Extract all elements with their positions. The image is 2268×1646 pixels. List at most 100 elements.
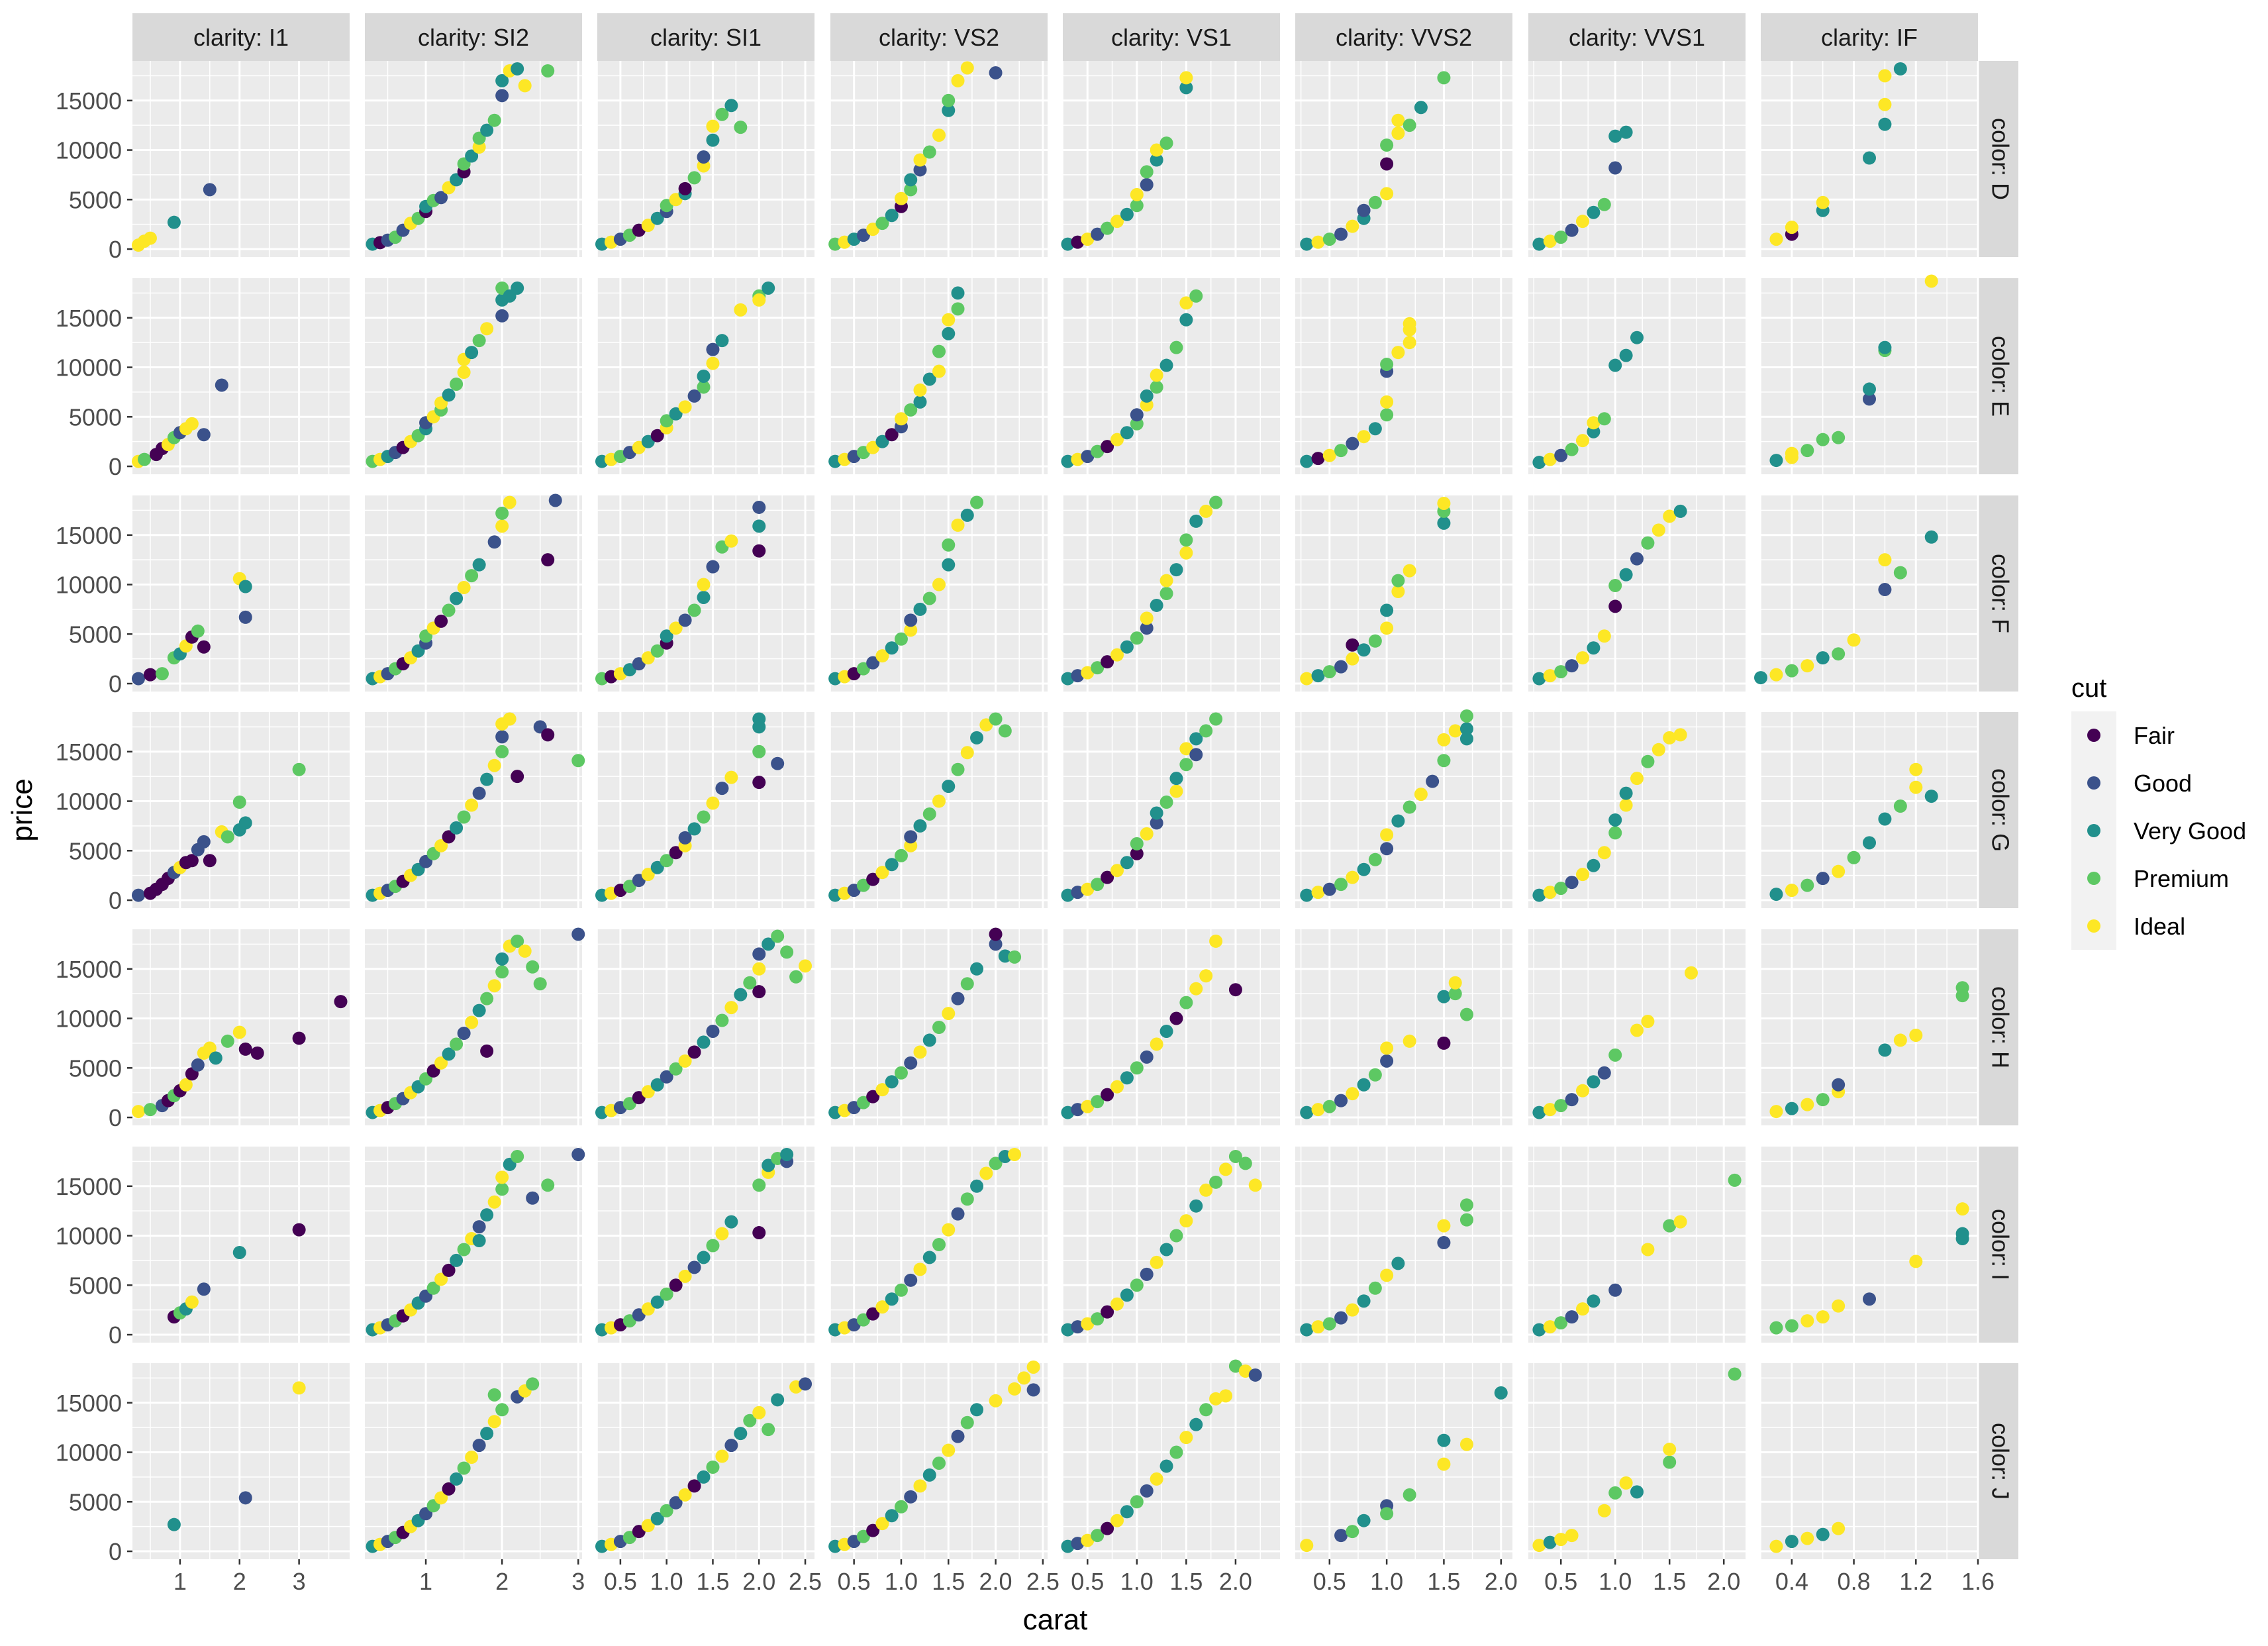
data-point — [979, 718, 993, 732]
data-point — [1532, 888, 1546, 902]
data-point — [1554, 1316, 1568, 1330]
data-point — [1130, 1278, 1144, 1292]
data-point — [571, 927, 585, 941]
column-strip-background — [365, 13, 582, 61]
data-point — [724, 534, 738, 548]
data-point — [641, 651, 655, 665]
data-point — [1630, 331, 1644, 344]
x-tick-label: 2.0 — [979, 1568, 1012, 1595]
data-point — [641, 219, 655, 232]
data-point — [932, 1021, 946, 1034]
y-tick-label: 0 — [109, 670, 122, 697]
data-point — [789, 970, 803, 984]
x-tick-label: 0.5 — [1313, 1568, 1346, 1595]
legend: cut Fair Good Very Good Premium Ideal — [2071, 674, 2246, 950]
data-point — [687, 603, 701, 617]
data-point — [1800, 878, 1814, 892]
data-point — [1368, 1281, 1382, 1295]
data-point — [1403, 564, 1416, 578]
data-point — [1597, 1504, 1611, 1517]
data-point — [1120, 1288, 1134, 1302]
legend-key-swatch — [2087, 824, 2100, 837]
data-point — [167, 215, 181, 229]
data-point — [687, 1479, 701, 1493]
column-strip-label: clarity: VVS2 — [1336, 24, 1472, 51]
y-tick-label: 10000 — [56, 788, 122, 815]
data-point — [472, 1439, 486, 1453]
data-point — [1391, 127, 1405, 140]
data-point — [1597, 629, 1611, 643]
data-point — [1909, 762, 1923, 776]
legend-key-swatch — [2087, 729, 2100, 742]
legend-item: Premium — [2071, 854, 2229, 902]
data-point — [1368, 1068, 1382, 1082]
data-point — [541, 728, 555, 742]
data-point — [1140, 621, 1154, 635]
y-tick-label: 5000 — [69, 1488, 122, 1516]
data-point — [1169, 772, 1183, 786]
data-point — [1785, 664, 1799, 678]
data-point — [1619, 798, 1633, 812]
data-point — [1832, 864, 1846, 878]
data-point — [1909, 1028, 1923, 1042]
y-tick-label: 5000 — [69, 1054, 122, 1082]
data-point — [913, 383, 927, 397]
data-point — [697, 1251, 711, 1264]
data-point — [1608, 813, 1622, 827]
x-tick-label: 2.0 — [1707, 1568, 1740, 1595]
data-point — [771, 1393, 785, 1407]
data-point — [970, 1179, 984, 1193]
data-point — [465, 569, 479, 583]
panel-background — [1295, 61, 1512, 257]
data-point — [1357, 1514, 1371, 1527]
data-point — [1785, 446, 1799, 460]
data-point — [1800, 1098, 1814, 1111]
data-point — [1199, 1183, 1213, 1197]
data-point — [1120, 640, 1134, 654]
legend-key-swatch — [2087, 872, 2100, 885]
data-point — [1150, 1037, 1163, 1051]
data-point — [752, 745, 766, 758]
data-point — [1159, 1459, 1173, 1473]
facet-panel — [1061, 1147, 1280, 1343]
data-point — [548, 493, 562, 507]
data-point — [715, 782, 729, 796]
data-point — [1532, 237, 1546, 251]
data-point — [1554, 882, 1568, 896]
data-point — [752, 985, 766, 999]
data-point — [951, 1429, 965, 1443]
data-point — [752, 544, 766, 558]
data-point — [1608, 599, 1622, 613]
data-point — [1150, 816, 1163, 830]
facet-panel — [365, 278, 582, 474]
data-point — [894, 1500, 908, 1514]
data-point — [1597, 846, 1611, 860]
data-point — [894, 1066, 908, 1080]
data-point — [942, 558, 956, 572]
data-point — [1924, 274, 1938, 288]
row-strip-label: color: F — [1987, 554, 2014, 633]
data-point — [875, 866, 889, 880]
data-point — [511, 934, 524, 948]
x-tick-label: 2.0 — [742, 1568, 775, 1595]
data-point — [1437, 733, 1451, 746]
data-point — [1130, 187, 1144, 201]
data-point — [1847, 633, 1861, 647]
facet-panel — [365, 61, 582, 257]
data-point — [465, 1015, 479, 1029]
data-point — [1091, 227, 1105, 241]
column-strip: clarity: VS2 — [830, 13, 1048, 61]
data-point — [1893, 566, 1907, 580]
data-point — [998, 724, 1012, 738]
data-point — [715, 107, 729, 121]
facet-panel — [1760, 712, 1979, 908]
x-tick-label: 3 — [293, 1568, 306, 1595]
row-strip: color: G — [1979, 712, 2018, 908]
data-point — [1101, 1088, 1114, 1102]
data-point — [1368, 422, 1382, 436]
y-tick-label: 0 — [109, 236, 122, 263]
data-point — [1532, 672, 1546, 686]
data-point — [752, 776, 766, 790]
data-point — [913, 163, 927, 177]
facet-panel — [365, 493, 582, 692]
